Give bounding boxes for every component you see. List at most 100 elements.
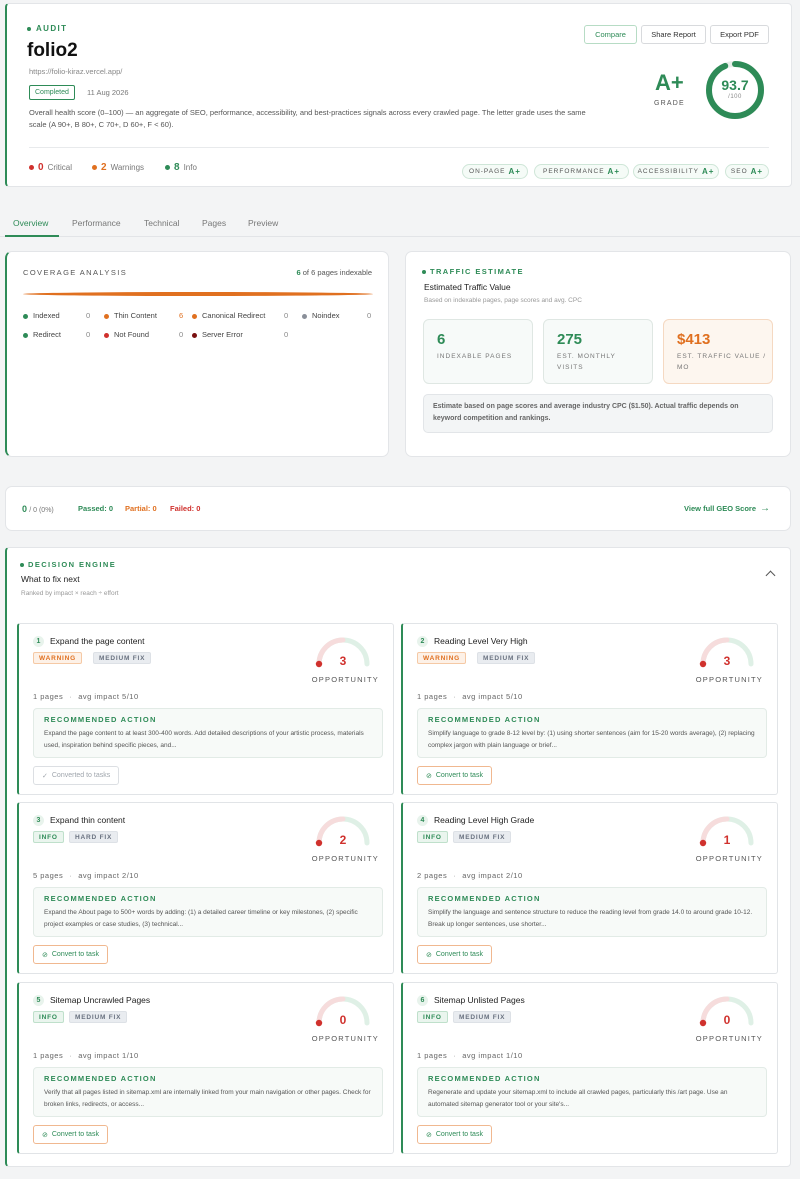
warning-dot-icon bbox=[92, 165, 97, 170]
legend-redirect: Redirect 0 bbox=[23, 330, 90, 339]
recommended-action-text: Simplify language to grade 8-12 level by… bbox=[428, 730, 755, 749]
audit-header-card: AUDIT folio2 https://folio-kiraz.vercel.… bbox=[5, 3, 792, 187]
issue-number: 2 bbox=[417, 636, 428, 647]
decision-dot-icon bbox=[20, 563, 24, 568]
issue-number: 5 bbox=[33, 995, 44, 1006]
opportunity-gauge bbox=[699, 816, 754, 847]
check-circle-icon: ⊘ bbox=[42, 951, 48, 959]
legend-indexed: Indexed 0 bbox=[23, 311, 90, 320]
check-icon: ✓ bbox=[42, 772, 48, 780]
header-divider bbox=[29, 147, 769, 148]
effort-badge: MEDIUM FIX bbox=[453, 1011, 512, 1023]
check-circle-icon: ⊘ bbox=[426, 951, 432, 959]
category-pill-seo[interactable]: SEO A+ bbox=[725, 164, 769, 179]
tab-overview[interactable]: Overview bbox=[13, 218, 49, 228]
legend-server-error: Server Error 0 bbox=[192, 330, 288, 339]
recommended-action-text: Simplify the language and sentence struc… bbox=[428, 909, 753, 928]
info-count: 8 Info bbox=[165, 162, 197, 173]
issue-meta: 5 pages · avg impact 2/10 bbox=[33, 871, 139, 880]
category-pill-onpage[interactable]: ON-PAGE A+ bbox=[462, 164, 528, 179]
audit-date: 11 Aug 2026 bbox=[87, 88, 129, 97]
recommended-action: RECOMMENDED ACTION Regenerate and update … bbox=[417, 1067, 767, 1117]
effort-badge: MEDIUM FIX bbox=[69, 1011, 128, 1023]
opportunity-gauge bbox=[699, 996, 754, 1027]
info-dot-icon bbox=[165, 165, 170, 170]
convert-to-task-button[interactable]: ⊘ Convert to task bbox=[33, 945, 108, 964]
recommended-action-label: RECOMMENDED ACTION bbox=[44, 894, 157, 903]
legend-canonical-redirect: Canonical Redirect 0 bbox=[192, 311, 288, 320]
issue-number: 6 bbox=[417, 995, 428, 1006]
score-description: Overall health score (0–100) — an aggreg… bbox=[29, 108, 586, 129]
recommended-action: RECOMMENDED ACTION Expand the About page … bbox=[33, 887, 383, 937]
coverage-card: COVERAGE ANALYSIS 6 of 6 pages indexable… bbox=[5, 251, 389, 457]
tab-performance[interactable]: Performance bbox=[72, 218, 121, 228]
traffic-title: Estimated Traffic Value bbox=[424, 282, 511, 292]
effort-badge: MEDIUM FIX bbox=[93, 652, 152, 664]
severity-badge: INFO bbox=[417, 1011, 448, 1023]
convert-to-task-button[interactable]: ⊘ Convert to task bbox=[417, 1125, 492, 1144]
redirect-dot-icon bbox=[23, 332, 28, 338]
export-pdf-button[interactable]: Export PDF bbox=[710, 25, 769, 44]
critical-count: 0 Critical bbox=[29, 162, 72, 173]
coverage-title: COVERAGE ANALYSIS bbox=[23, 268, 128, 277]
coverage-bar bbox=[23, 292, 373, 296]
indexed-dot-icon bbox=[23, 313, 28, 319]
stat-monthly-visits: 275 EST. MONTHLY VISITS bbox=[543, 319, 653, 384]
grade-label: GRADE bbox=[654, 100, 685, 107]
view-geo-score-link[interactable]: View full GEO Score → bbox=[684, 503, 770, 514]
tab-active-indicator bbox=[5, 235, 59, 237]
issue-meta: 1 pages · avg impact 1/10 bbox=[417, 1051, 523, 1060]
issue-number: 1 bbox=[33, 636, 44, 647]
geo-score-bar: 0 / 0 (0%) Passed: 0 Partial: 0 Failed: … bbox=[5, 486, 791, 531]
convert-to-task-button[interactable]: ⊘ Convert to task bbox=[33, 1125, 108, 1144]
opportunity-label: OPPORTUNITY bbox=[695, 675, 763, 684]
issue-number: 3 bbox=[33, 815, 44, 826]
site-name: folio2 bbox=[27, 40, 78, 61]
issue-number: 4 bbox=[417, 815, 428, 826]
stat-indexable-pages: 6 INDEXABLE PAGES bbox=[423, 319, 533, 384]
traffic-subtitle: Based on indexable pages, page scores an… bbox=[424, 297, 582, 304]
issue-title: Expand thin content bbox=[50, 815, 126, 825]
site-url[interactable]: https://folio-kiraz.vercel.app/ bbox=[29, 67, 123, 76]
opportunity-gauge bbox=[315, 637, 370, 668]
grade-letter: A+ bbox=[655, 70, 684, 95]
collapse-chevron-icon[interactable] bbox=[765, 570, 776, 581]
compare-button[interactable]: Compare bbox=[584, 25, 637, 44]
issue-title: Sitemap Unlisted Pages bbox=[434, 995, 525, 1005]
traffic-dot-icon bbox=[422, 270, 426, 275]
opportunity-gauge bbox=[315, 996, 370, 1027]
stat-traffic-value: $413 EST. TRAFFIC VALUE / MO bbox=[663, 319, 773, 384]
effort-badge: MEDIUM FIX bbox=[453, 831, 512, 843]
legend-noindex: Noindex 0 bbox=[302, 311, 371, 320]
issue-card: 3 Expand thin content INFO HARD FIX 2 OPPORTU… bbox=[17, 802, 394, 974]
category-pill-performance[interactable]: PERFORMANCE A+ bbox=[534, 164, 629, 179]
opportunity-label: OPPORTUNITY bbox=[695, 854, 763, 863]
thin-content-dot-icon bbox=[104, 313, 109, 319]
issue-title: Reading Level Very High bbox=[434, 636, 528, 646]
recommended-action-label: RECOMMENDED ACTION bbox=[44, 715, 157, 724]
tab-preview[interactable]: Preview bbox=[248, 218, 279, 228]
share-report-button[interactable]: Share Report bbox=[641, 25, 706, 44]
issue-card: 5 Sitemap Uncrawled Pages INFO MEDIUM FIX 0 O… bbox=[17, 982, 394, 1154]
geo-partial: Partial: 0 bbox=[125, 504, 157, 513]
tab-pages[interactable]: Pages bbox=[202, 218, 227, 228]
convert-to-task-button[interactable]: ⊘ Convert to task bbox=[417, 945, 492, 964]
recommended-action: RECOMMENDED ACTION Expand the page conten… bbox=[33, 708, 383, 758]
issue-meta: 2 pages · avg impact 2/10 bbox=[417, 871, 523, 880]
tab-technical[interactable]: Technical bbox=[144, 218, 180, 228]
opportunity-score: 3 bbox=[723, 654, 731, 668]
convert-to-task-button[interactable]: ✓ Converted to tasks bbox=[33, 766, 120, 785]
recommended-action: RECOMMENDED ACTION Simplify language to g… bbox=[417, 708, 767, 758]
severity-badge: WARNING bbox=[33, 652, 83, 664]
decision-subtitle: Ranked by impact × reach ÷ effort bbox=[21, 590, 119, 597]
recommended-action-text: Expand the page content to at least 300-… bbox=[44, 730, 364, 749]
convert-to-task-button[interactable]: ⊘ Convert to task bbox=[417, 766, 492, 785]
effort-badge: MEDIUM FIX bbox=[477, 652, 536, 664]
warnings-count: 2 Warnings bbox=[92, 162, 144, 173]
category-pill-accessibility[interactable]: ACCESSIBILITY A+ bbox=[633, 164, 719, 179]
decision-label: DECISION ENGINE bbox=[20, 560, 116, 569]
opportunity-label: OPPORTUNITY bbox=[311, 854, 379, 863]
traffic-note: Estimate based on page scores and averag… bbox=[423, 394, 773, 433]
geo-passed: Passed: 0 bbox=[78, 504, 114, 513]
issue-meta: 1 pages · avg impact 5/10 bbox=[417, 692, 523, 701]
